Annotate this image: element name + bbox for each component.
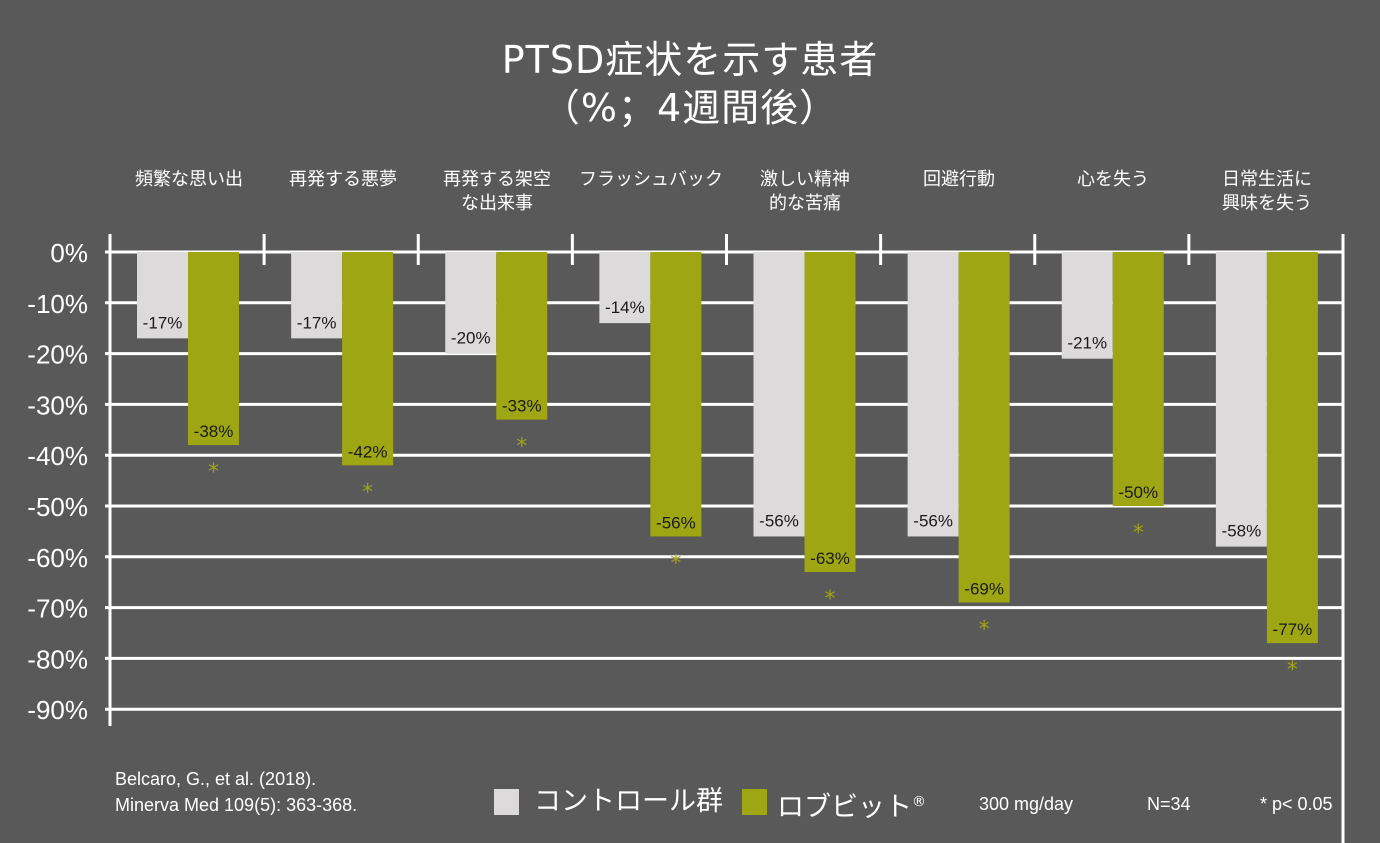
bar-control	[599, 252, 651, 324]
legend-label-treatment: ロブビット®	[777, 785, 926, 825]
chart-subtitle: （%；4週間後）	[541, 86, 839, 130]
data-label-control: -56%	[913, 511, 953, 530]
bar-control	[1061, 252, 1113, 359]
y-tick-label: -80%	[27, 644, 88, 674]
y-tick-label: -70%	[27, 594, 88, 624]
citation-line-2: Minerva Med 109(5): 363-368.	[115, 795, 358, 815]
category-label: 頻繁な思い出	[135, 169, 243, 190]
dose-label: 300 mg/day	[979, 794, 1074, 814]
bar-control	[907, 252, 959, 537]
chart-title: PTSD症状を示す患者	[501, 38, 879, 82]
y-tick-label: -30%	[27, 390, 88, 420]
y-tick-label: -90%	[27, 695, 88, 725]
data-label-control: -21%	[1067, 334, 1107, 353]
category-label: 心を失う	[1077, 169, 1149, 190]
y-tick-label: -10%	[27, 289, 88, 319]
bar-control	[753, 252, 805, 537]
sample-size-label: N=34	[1147, 794, 1191, 814]
data-label-treatment: -69%	[964, 580, 1004, 599]
data-label-treatment: -77%	[1273, 620, 1313, 639]
data-label-treatment: -63%	[810, 549, 850, 568]
data-label-control: -20%	[451, 329, 491, 348]
bar-control	[1215, 252, 1267, 547]
legend-swatch-treatment	[742, 789, 767, 815]
category-label: フラッシュバック	[579, 169, 723, 190]
category-label: 日常生活に 興味を失う	[1222, 169, 1312, 214]
bar-treatment	[958, 252, 1010, 603]
registered-mark: ®	[912, 794, 926, 810]
category-label: 激しい精神 的な苦痛	[760, 169, 850, 214]
data-label-control: -56%	[759, 511, 799, 530]
significance-asterisk: *	[1287, 658, 1298, 683]
bar-treatment	[342, 252, 394, 466]
data-label-treatment: -33%	[502, 397, 542, 416]
category-label: 再発する架空 な出来事	[443, 169, 551, 214]
y-tick-label: -60%	[27, 543, 88, 573]
y-tick-label: -20%	[27, 340, 88, 370]
legend-label-control: コントロール群	[534, 786, 723, 817]
significance-asterisk: *	[516, 435, 527, 460]
data-label-control: -14%	[605, 298, 645, 317]
bar-treatment	[1112, 252, 1164, 506]
significance-asterisk: *	[1133, 521, 1144, 546]
legend-swatch-control	[494, 789, 519, 815]
legend-treatment-name: ロブビット	[777, 792, 912, 823]
bar-treatment	[650, 252, 702, 537]
data-label-control: -17%	[143, 313, 183, 332]
significance-asterisk: *	[670, 551, 681, 576]
citation: Belcaro, G., et al. (2018). Minerva Med …	[115, 766, 357, 818]
data-label-control: -58%	[1222, 522, 1262, 541]
bar-treatment	[496, 252, 548, 420]
data-label-treatment: -42%	[348, 442, 388, 461]
data-label-treatment: -38%	[194, 422, 234, 441]
bar-treatment	[1266, 252, 1318, 644]
bar-control	[291, 252, 343, 339]
bar-treatment	[804, 252, 856, 573]
significance-asterisk: *	[208, 460, 219, 485]
y-tick-label: -40%	[27, 441, 88, 471]
data-label-control: -17%	[297, 313, 337, 332]
significance-asterisk: *	[979, 618, 990, 643]
bar-control	[445, 252, 497, 354]
data-label-treatment: -56%	[656, 513, 696, 532]
y-tick-label: -50%	[27, 492, 88, 522]
significance-note: * p< 0.05	[1260, 794, 1333, 814]
category-label: 回避行動	[923, 169, 995, 190]
significance-asterisk: *	[362, 480, 373, 505]
citation-line-1: Belcaro, G., et al. (2018).	[115, 769, 317, 789]
y-tick-label: 0%	[50, 238, 88, 268]
significance-asterisk: *	[825, 587, 836, 612]
data-label-treatment: -50%	[1118, 483, 1158, 502]
bar-control	[137, 252, 188, 339]
category-label: 再発する悪夢	[289, 169, 397, 190]
bar-treatment	[188, 252, 239, 446]
